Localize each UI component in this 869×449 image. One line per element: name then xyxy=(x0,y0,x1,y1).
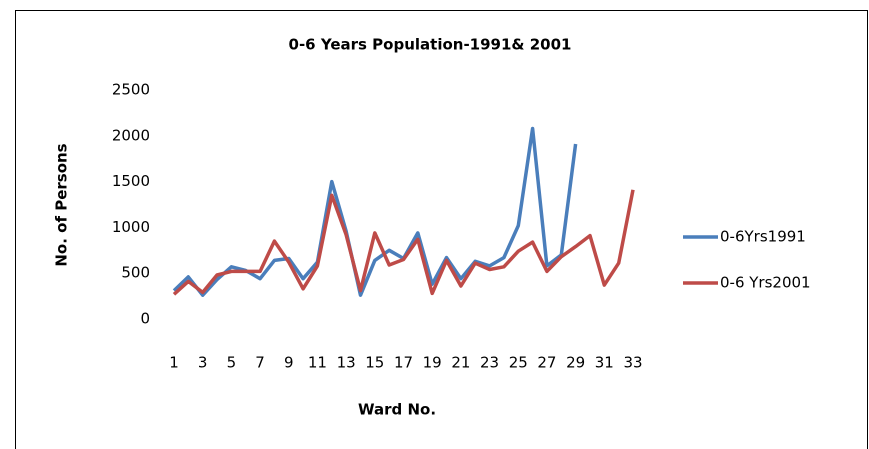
x-tick-label: 15 xyxy=(365,354,384,372)
x-tick-label: 33 xyxy=(623,354,642,372)
data-line xyxy=(172,189,635,296)
x-tick-label: 3 xyxy=(198,354,208,372)
x-tick-label: 21 xyxy=(451,354,470,372)
data-line xyxy=(172,126,578,297)
y-tick-label: 2000 xyxy=(112,126,150,144)
y-axis-title: No. of Persons xyxy=(53,143,71,266)
y-tick-label: 1500 xyxy=(112,172,150,190)
chart-title: 0-6 Years Population-1991& 2001 xyxy=(289,36,572,54)
legend-label: 0-6Yrs1991 xyxy=(720,228,806,246)
x-tick-label: 17 xyxy=(394,354,413,372)
x-tick-label: 29 xyxy=(566,354,585,372)
y-tick-label: 0 xyxy=(140,310,150,328)
x-tick-label: 19 xyxy=(423,354,442,372)
y-tick-label: 2500 xyxy=(112,81,150,99)
legend-label: 0-6 Yrs2001 xyxy=(720,274,811,292)
x-tick-label: 27 xyxy=(537,354,556,372)
x-tick-label: 31 xyxy=(595,354,614,372)
y-tick-label: 1000 xyxy=(112,218,150,236)
x-tick-label: 5 xyxy=(227,354,237,372)
x-tick-label: 9 xyxy=(284,354,294,372)
x-tick-label: 23 xyxy=(480,354,499,372)
x-tick-label: 11 xyxy=(308,354,327,372)
x-tick-label: 25 xyxy=(509,354,528,372)
y-tick-label: 500 xyxy=(121,264,150,282)
x-axis-title: Ward No. xyxy=(358,401,436,419)
x-tick-label: 7 xyxy=(255,354,265,372)
chart-frame xyxy=(15,10,868,449)
x-tick-label: 1 xyxy=(169,354,179,372)
x-tick-label: 13 xyxy=(337,354,356,372)
